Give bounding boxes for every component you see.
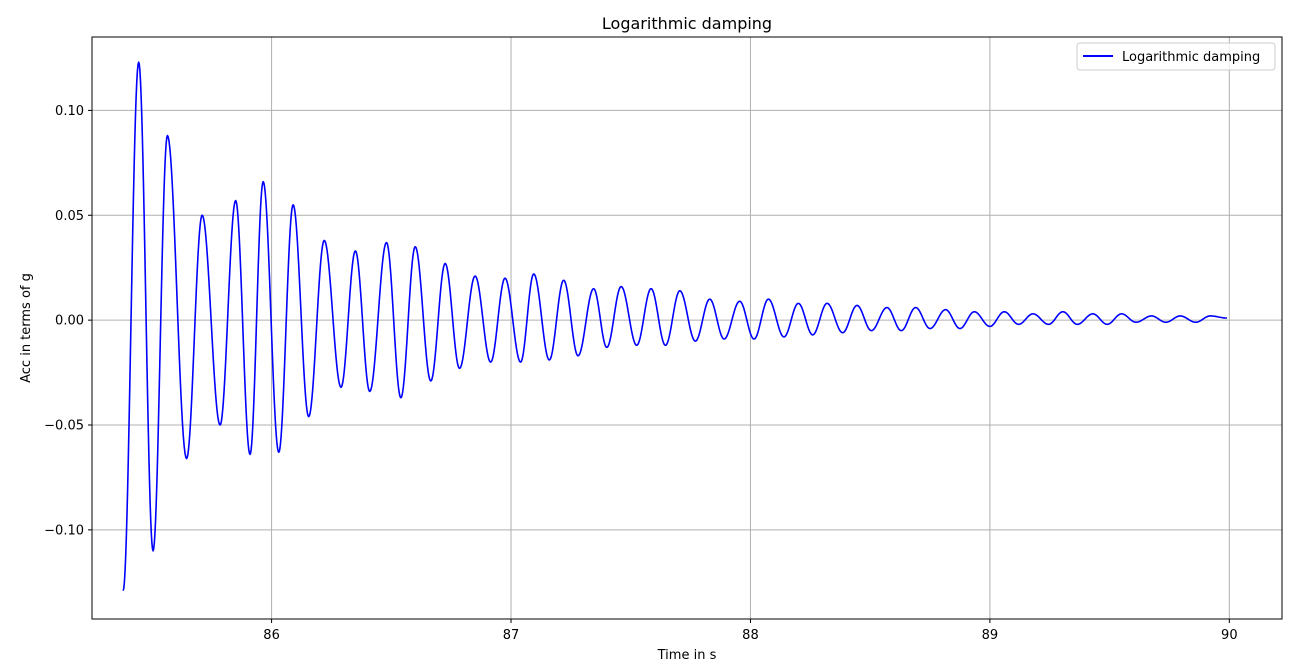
series-line <box>122 61 1228 591</box>
y-tick-label: 0.10 <box>55 104 84 119</box>
y-axis: −0.10 −0.05 0.00 0.05 0.10 <box>44 104 92 538</box>
x-tick-label: 89 <box>982 628 999 643</box>
grid <box>92 37 1282 619</box>
y-tick-label: −0.10 <box>44 523 84 538</box>
x-axis-label: Time in s <box>657 648 717 663</box>
y-axis-label: Acc in terms of g <box>19 273 34 383</box>
x-tick-label: 90 <box>1221 628 1238 643</box>
x-tick-label: 87 <box>503 628 520 643</box>
y-tick-label: 0.00 <box>55 314 84 329</box>
x-tick-label: 88 <box>742 628 759 643</box>
plot-area <box>122 61 1228 591</box>
chart-title: Logarithmic damping <box>602 14 772 33</box>
y-tick-label: 0.05 <box>55 209 84 224</box>
legend-box <box>1076 42 1276 71</box>
axes-frame <box>91 36 1283 620</box>
y-tick-label: −0.05 <box>44 419 84 434</box>
legend: Logarithmic damping <box>1076 42 1276 71</box>
x-axis: 86 87 88 89 90 <box>263 619 1238 643</box>
legend-label: Logarithmic damping <box>1122 50 1260 65</box>
x-tick-label: 86 <box>263 628 280 643</box>
